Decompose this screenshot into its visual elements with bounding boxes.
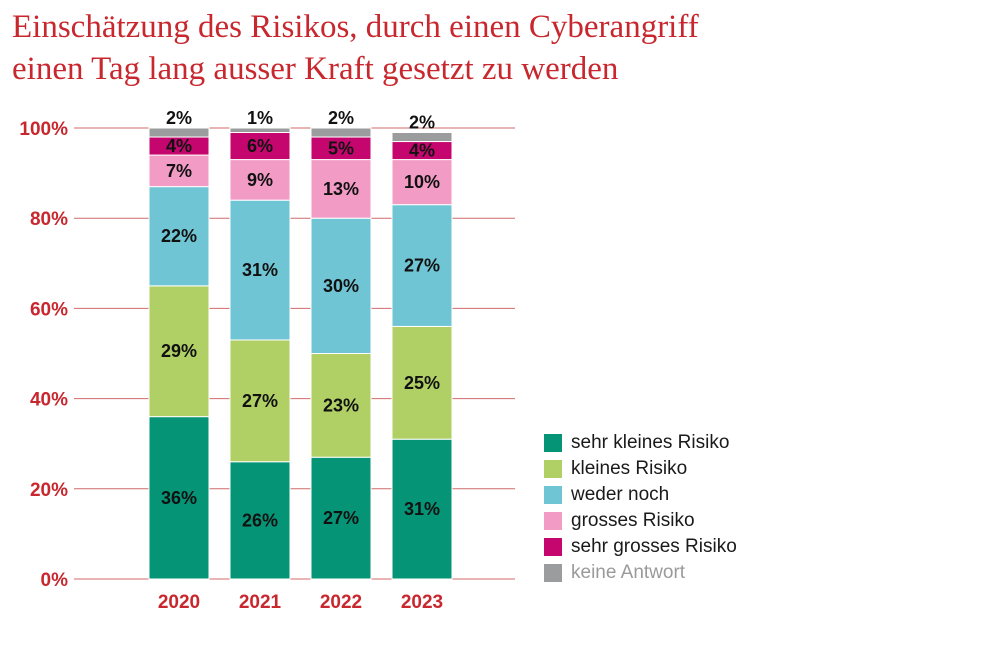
data-label: 31% [242,260,278,280]
data-label: 10% [404,172,440,192]
bar-segment [310,456,372,580]
legend-label: kleines Risiko [571,458,688,479]
bar-segment [391,438,453,580]
bar-segment [229,461,291,580]
bar-segment [391,159,453,206]
bar-segment [148,416,210,580]
data-label: 27% [323,508,359,528]
chart-title: Einschätzung des Risikos, durch einen Cy… [12,9,699,87]
legend-swatch [544,512,562,530]
legend-label: sehr kleines Risiko [571,432,730,453]
bar-segment [310,127,372,138]
data-label: 31% [404,499,440,519]
data-label: 2% [409,113,435,133]
data-label: 5% [328,138,354,158]
legend-swatch [544,564,562,582]
y-tick-label: 60% [30,299,68,320]
data-label: 27% [404,256,440,276]
legend-label: weder noch [571,484,670,505]
data-label: 25% [404,373,440,393]
data-label: 9% [247,170,273,190]
legend-item: grosses Risiko [544,508,737,534]
y-tick-label: 40% [30,390,68,411]
x-category-label: 2022 [320,592,362,613]
legend-label: grosses Risiko [571,510,695,531]
x-category-label: 2020 [158,592,200,613]
data-label: 23% [323,395,359,415]
bar-segment [229,339,291,463]
y-tick-label: 0% [41,570,69,591]
y-tick-label: 80% [30,209,68,230]
legend-swatch [544,486,562,504]
data-label: 6% [247,136,273,156]
bar-segment [310,159,372,219]
data-label: 36% [161,488,197,508]
data-label: 4% [166,136,192,156]
bar-segment [391,132,453,143]
data-label: 2% [166,108,192,128]
data-label: 1% [247,108,273,128]
bar-segment [391,325,453,440]
data-label: 2% [328,108,354,128]
data-label: 4% [409,141,435,161]
y-tick-label: 20% [30,480,68,501]
data-label: 27% [242,391,278,411]
legend-swatch [544,434,562,452]
chart-legend: sehr kleines Risiko kleines Risiko weder n… [544,430,737,586]
bar-segment [229,199,291,341]
bar-segment [229,127,291,134]
legend-label: sehr grosses Risiko [571,536,737,557]
x-category-label: 2023 [401,592,443,613]
bar-segment [229,132,291,161]
bar-segment [229,159,291,201]
legend-item: sehr kleines Risiko [544,430,737,456]
legend-swatch [544,460,562,478]
data-label: 26% [242,510,278,530]
legend-item: kleines Risiko [544,456,737,482]
y-tick-label: 100% [19,119,68,140]
data-label: 13% [323,179,359,199]
legend-item: keine Antwort [544,560,737,586]
legend-item: sehr grosses Risiko [544,534,737,560]
x-category-label: 2021 [239,592,282,613]
legend-label: keine Antwort [571,562,686,583]
legend-swatch [544,538,562,556]
bar-segment [310,217,372,354]
legend-item: weder noch [544,482,737,508]
bar-segment [310,353,372,458]
data-label: 22% [161,226,197,246]
bar-segment [148,127,210,138]
data-label: 29% [161,341,197,361]
data-label: 30% [323,276,359,296]
bar-segment [391,204,453,327]
data-label: 7% [166,161,192,181]
bar-segment [148,186,210,287]
